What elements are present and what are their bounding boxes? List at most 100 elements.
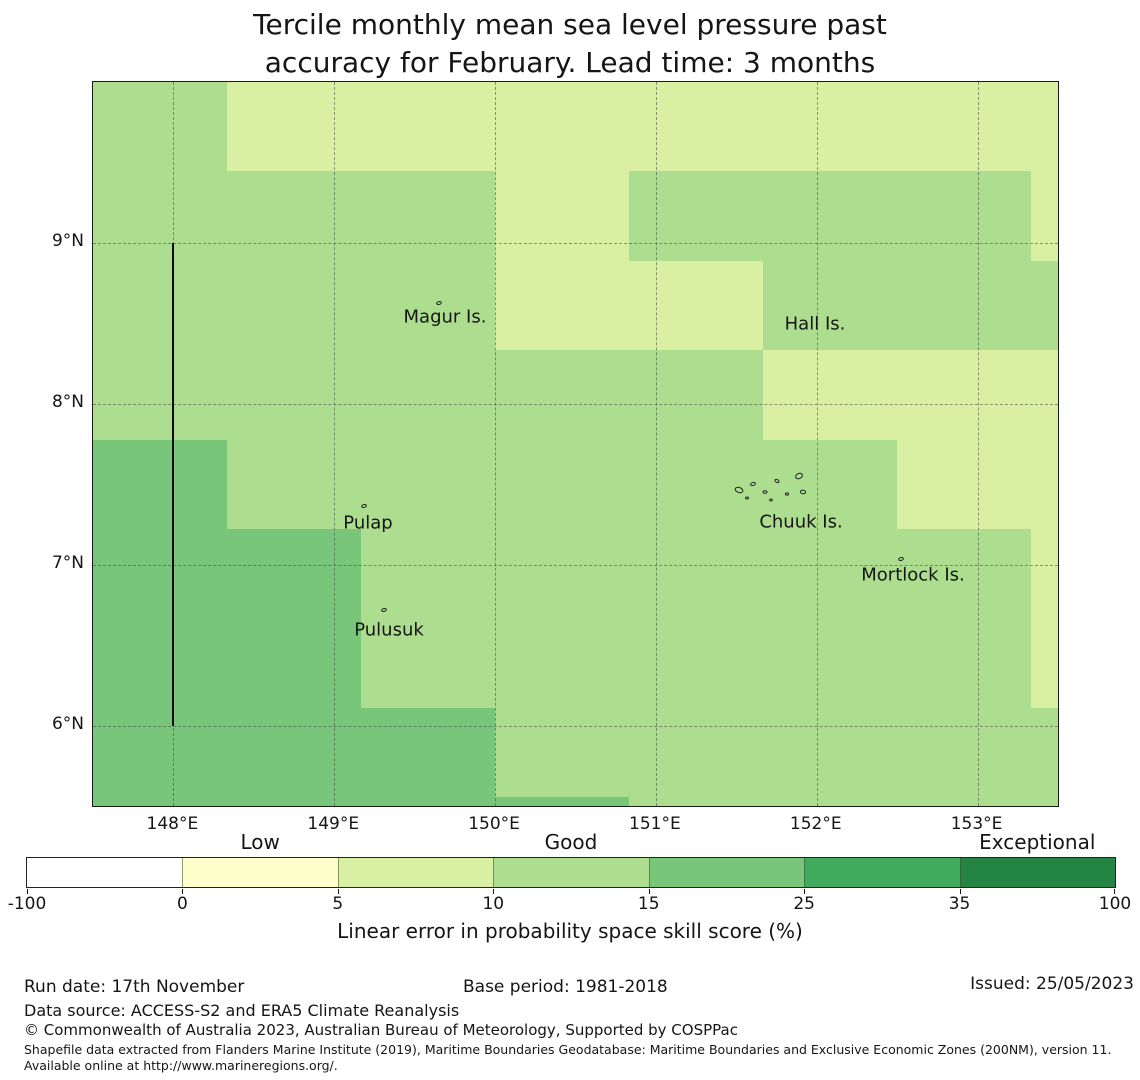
map-cell xyxy=(495,528,630,619)
map-cell xyxy=(495,82,630,173)
colorbar-tick-label: 25 xyxy=(793,894,815,914)
map-cell xyxy=(495,707,630,798)
map-cell xyxy=(763,528,898,619)
map-cell xyxy=(93,350,228,441)
map-area: Magur Is. Hall Is. Pulap Chuuk Is. Mortlock … xyxy=(92,81,1059,807)
map-cell xyxy=(629,439,764,530)
map-gridline-vertical xyxy=(977,82,979,806)
map-cell xyxy=(1031,171,1058,262)
map-cell xyxy=(1031,439,1058,530)
island-label: Mortlock Is. xyxy=(861,564,965,586)
map-cell xyxy=(763,707,898,798)
longitude-tick-label: 153°E xyxy=(950,814,1003,834)
colorbar-tick xyxy=(1114,889,1115,894)
island-label: Chuuk Is. xyxy=(759,511,843,533)
map-cell xyxy=(495,439,630,530)
map-cell xyxy=(763,439,898,530)
colorbar-segment xyxy=(337,858,494,887)
map-cell xyxy=(763,350,898,441)
map-cell xyxy=(629,260,764,351)
map-cell xyxy=(361,350,496,441)
island-label: Hall Is. xyxy=(784,313,846,335)
map-cell xyxy=(93,618,228,709)
map-cell xyxy=(629,350,764,441)
map-gridline-vertical xyxy=(334,82,336,806)
latitude-tick-label: 8°N xyxy=(51,391,84,412)
issued-date-text: Issued: 25/05/2023 xyxy=(970,974,1134,994)
map-cell xyxy=(93,260,228,351)
map-cell xyxy=(361,528,496,619)
chart-title: Tercile monthly mean sea level pressure … xyxy=(0,6,1140,82)
map-cell xyxy=(629,797,764,806)
map-cell xyxy=(763,260,898,351)
map-cell xyxy=(93,82,228,173)
colorbar-tick-label: 5 xyxy=(332,894,344,914)
colorbar-axis-label: Linear error in probability space skill … xyxy=(337,919,803,943)
run-date-text: Run date: 17th November xyxy=(24,977,245,997)
colorbar-tick-label: 10 xyxy=(482,894,505,914)
map-cell xyxy=(763,171,898,262)
eez-boundary-line xyxy=(172,242,175,726)
island-label: Pulusuk xyxy=(354,619,424,641)
map-gridline-horizontal xyxy=(93,725,1058,727)
colorbar-tick-label: 0 xyxy=(177,894,188,914)
colorbar-segment-divider xyxy=(959,858,961,887)
map-cell xyxy=(629,618,764,709)
map-cell xyxy=(495,350,630,441)
longitude-tick-label: 149°E xyxy=(307,814,360,834)
map-cell xyxy=(361,82,496,173)
map-cell xyxy=(1031,82,1058,173)
colorbar-segment-divider xyxy=(493,858,495,887)
map-cell xyxy=(227,439,362,530)
data-source-text: Data source: ACCESS-S2 and ERA5 Climate … xyxy=(24,1001,460,1020)
latitude-tick-label: 7°N xyxy=(51,552,84,573)
map-cell xyxy=(361,707,496,798)
map-cell xyxy=(361,171,496,262)
map-cell xyxy=(1031,350,1058,441)
map-cell xyxy=(897,350,1032,441)
island-label: Pulap xyxy=(343,512,393,534)
map-cell xyxy=(361,439,496,530)
map-cell xyxy=(629,528,764,619)
map-cell xyxy=(495,618,630,709)
map-cell xyxy=(897,171,1032,262)
map-cell xyxy=(227,618,362,709)
colorbar-tick xyxy=(27,889,28,894)
map-gridline-horizontal xyxy=(93,564,1058,566)
latitude-tick-label: 9°N xyxy=(51,230,84,251)
map-gridline-vertical xyxy=(495,82,497,806)
chart-title-line1: Tercile monthly mean sea level pressure … xyxy=(253,8,887,41)
map-cell xyxy=(227,82,362,173)
map-cell xyxy=(1031,260,1058,351)
map-cell xyxy=(629,171,764,262)
copyright-text: © Commonwealth of Australia 2023, Austra… xyxy=(24,1021,738,1039)
colorbar-segment xyxy=(959,858,1116,887)
colorbar-segment xyxy=(493,858,650,887)
map-cell xyxy=(1031,528,1058,619)
map-cell xyxy=(361,797,496,806)
map-cell xyxy=(897,82,1032,173)
map-cell xyxy=(1031,618,1058,709)
map-cell xyxy=(227,350,362,441)
colorbar-tick xyxy=(959,889,961,894)
colorbar-tick xyxy=(337,889,339,894)
colorbar-segment xyxy=(182,858,339,887)
map-cell xyxy=(897,618,1032,709)
shapefile-note-text: Shapefile data extracted from Flanders M… xyxy=(24,1042,1112,1073)
colorbar-segment-divider xyxy=(804,858,806,887)
colorbar-segment-divider xyxy=(648,858,650,887)
colorbar: -100 0 5 10 15 25 35 100 Low Good Exceptional xyxy=(8,830,1132,914)
longitude-tick-label: 152°E xyxy=(789,814,842,834)
colorbar-region-label: Exceptional xyxy=(979,830,1096,854)
colorbar-tick xyxy=(182,889,184,894)
colorbar-region-label: Good xyxy=(544,830,598,854)
colorbar-tick-label: -100 xyxy=(7,894,47,914)
colorbar-tick xyxy=(804,889,806,894)
colorbar-tick xyxy=(493,889,495,894)
colorbar-segment xyxy=(648,858,805,887)
map-cell xyxy=(1031,707,1058,798)
map-cell xyxy=(227,171,362,262)
map-cell xyxy=(93,797,228,806)
colorbar-segment xyxy=(27,858,183,887)
